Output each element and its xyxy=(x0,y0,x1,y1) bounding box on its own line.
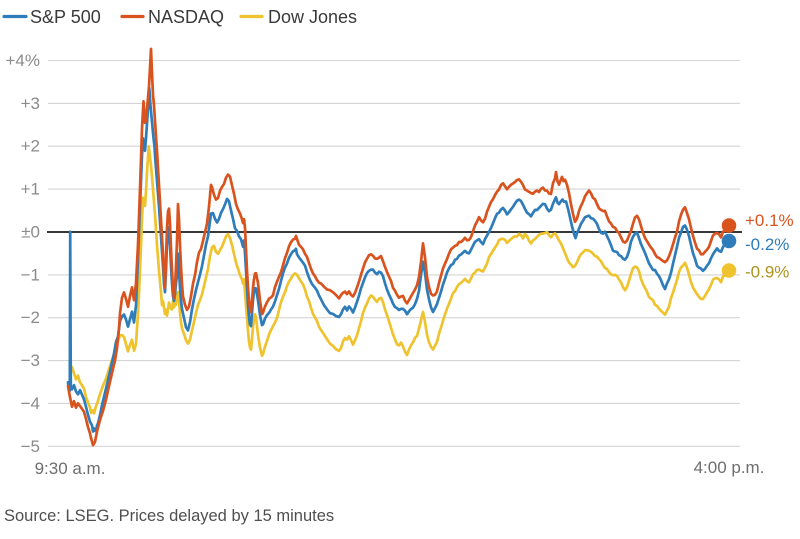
svg-text:-0.9%: -0.9% xyxy=(745,263,789,282)
svg-text:−5: −5 xyxy=(21,437,40,456)
svg-text:4:00 p.m.: 4:00 p.m. xyxy=(694,458,765,477)
svg-text:Source: LSEG. Prices delayed b: Source: LSEG. Prices delayed by 15 minut… xyxy=(4,507,334,525)
svg-text:Dow Jones: Dow Jones xyxy=(268,7,357,27)
svg-text:−4: −4 xyxy=(21,394,40,413)
svg-text:−1: −1 xyxy=(21,265,40,284)
svg-text:±0: ±0 xyxy=(21,223,40,242)
svg-text:9:30 a.m.: 9:30 a.m. xyxy=(35,459,106,478)
svg-text:+1: +1 xyxy=(21,180,40,199)
svg-text:+4%: +4% xyxy=(6,51,41,70)
svg-text:−2: −2 xyxy=(21,308,40,327)
svg-text:+0.1%: +0.1% xyxy=(745,211,794,230)
svg-text:−3: −3 xyxy=(21,351,40,370)
svg-text:+3: +3 xyxy=(21,94,40,113)
svg-text:-0.2%: -0.2% xyxy=(745,235,789,254)
svg-text:NASDAQ: NASDAQ xyxy=(148,7,224,27)
svg-text:+2: +2 xyxy=(21,137,40,156)
svg-text:S&P 500: S&P 500 xyxy=(30,7,101,27)
